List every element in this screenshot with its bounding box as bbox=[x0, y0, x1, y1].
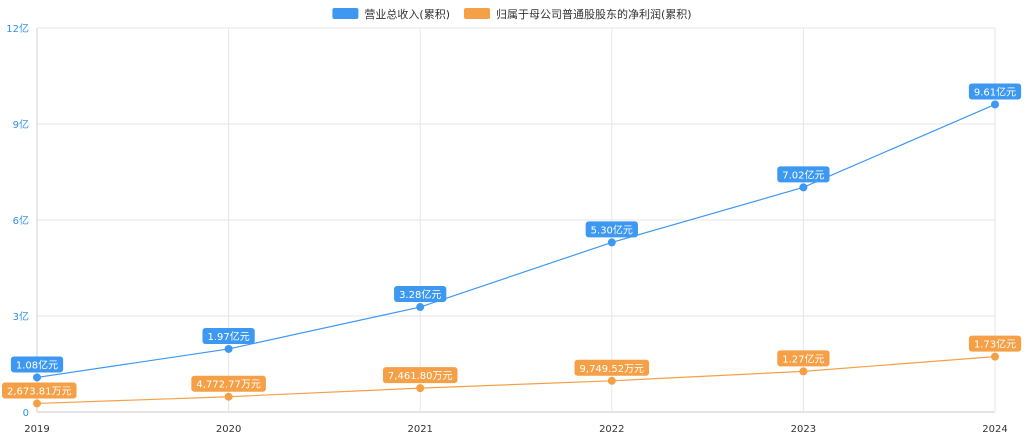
data-label-text: 4,772.77万元 bbox=[196, 380, 261, 391]
legend-swatch bbox=[332, 8, 359, 19]
legend-label: 归属于母公司普通股股东的净利润(累积) bbox=[496, 7, 692, 21]
x-tick-label: 2024 bbox=[982, 424, 1007, 435]
data-point[interactable] bbox=[33, 399, 41, 408]
data-label-bg bbox=[394, 286, 447, 303]
data-label-bg bbox=[202, 327, 255, 344]
data-label-bg bbox=[574, 359, 650, 376]
data-label-text: 1.08亿元 bbox=[16, 358, 58, 371]
data-label: 3.28亿元 bbox=[394, 286, 447, 303]
data-point[interactable] bbox=[33, 373, 41, 382]
data-point[interactable] bbox=[416, 303, 425, 312]
data-label: 2,673.81万元 bbox=[2, 382, 77, 399]
data-label-bg bbox=[191, 375, 266, 392]
data-point[interactable] bbox=[416, 384, 425, 393]
data-label: 5.30亿元 bbox=[585, 221, 638, 238]
data-label-text: 3.28亿元 bbox=[399, 288, 441, 301]
data-label-text: 1.97亿元 bbox=[207, 330, 249, 343]
data-point[interactable] bbox=[991, 352, 999, 361]
data-label: 1.08亿元 bbox=[10, 356, 64, 373]
data-point[interactable] bbox=[607, 376, 616, 385]
grid bbox=[36, 27, 996, 413]
data-labels: 1.08亿元 1.97亿元 3.28亿元 5.30亿元 7.02亿元 9.61亿元 2,67… bbox=[2, 83, 1022, 399]
data-label: 7.02亿元 bbox=[777, 166, 830, 183]
data-label-bg bbox=[10, 356, 64, 373]
data-label: 7,461.80万元 bbox=[382, 367, 458, 384]
data-label: 1.27亿元 bbox=[777, 350, 830, 367]
x-tick-label: 2023 bbox=[791, 424, 816, 435]
y-tick-label: 6亿 bbox=[13, 214, 29, 227]
y-tick-label: 9亿 bbox=[13, 118, 29, 131]
data-label-text: 1.73亿元 bbox=[974, 338, 1016, 351]
x-tick-label: 2022 bbox=[599, 424, 624, 435]
data-point[interactable] bbox=[224, 392, 233, 401]
y-tick-label: 12亿 bbox=[6, 22, 29, 35]
data-label-text: 9,749.52万元 bbox=[580, 364, 645, 375]
x-tick-label: 2021 bbox=[407, 424, 432, 435]
legend-label: 营业总收入(累积) bbox=[364, 7, 450, 21]
data-label-bg bbox=[585, 221, 638, 238]
data-label: 9,749.52万元 bbox=[574, 359, 650, 376]
legend-item-1[interactable]: 营业总收入(累积) bbox=[332, 7, 450, 21]
data-point[interactable] bbox=[799, 183, 808, 192]
legend-swatch bbox=[464, 8, 490, 19]
data-point[interactable] bbox=[991, 100, 999, 109]
data-label: 9.61亿元 bbox=[968, 83, 1022, 100]
series-line-2 bbox=[36, 356, 996, 405]
y-tick-label: 0 bbox=[23, 408, 29, 419]
data-label-bg bbox=[968, 83, 1022, 100]
data-label-bg bbox=[382, 367, 458, 384]
data-label: 4,772.77万元 bbox=[191, 375, 266, 392]
legend[interactable]: 营业总收入(累积) 归属于母公司普通股股东的净利润(累积) bbox=[332, 7, 692, 21]
y-tick-label: 3亿 bbox=[13, 310, 29, 323]
data-label-text: 7,461.80万元 bbox=[388, 371, 453, 382]
data-label-text: 1.27亿元 bbox=[782, 352, 824, 365]
data-label: 1.73亿元 bbox=[968, 335, 1022, 352]
legend-item-2[interactable]: 归属于母公司普通股股东的净利润(累积) bbox=[464, 7, 692, 21]
data-label-text: 9.61亿元 bbox=[974, 85, 1016, 98]
series-lines bbox=[33, 100, 999, 408]
data-point[interactable] bbox=[607, 238, 616, 247]
data-point[interactable] bbox=[224, 344, 233, 353]
data-point[interactable] bbox=[799, 367, 808, 376]
data-label-bg bbox=[777, 166, 830, 183]
data-label-bg bbox=[968, 335, 1022, 352]
data-label-text: 5.30亿元 bbox=[591, 223, 633, 236]
data-label-text: 2,673.81万元 bbox=[7, 386, 72, 397]
data-label-bg bbox=[2, 382, 77, 399]
axes: 0 3亿 6亿 9亿 12亿 2019 2020 2021 2022 2023 2024 bbox=[6, 22, 1007, 435]
x-tick-label: 2019 bbox=[24, 424, 49, 435]
data-label: 1.97亿元 bbox=[202, 327, 255, 344]
series-line-1 bbox=[36, 103, 996, 379]
data-label-text: 7.02亿元 bbox=[782, 168, 824, 181]
x-tick-label: 2020 bbox=[216, 424, 241, 435]
data-label-bg bbox=[777, 350, 830, 367]
